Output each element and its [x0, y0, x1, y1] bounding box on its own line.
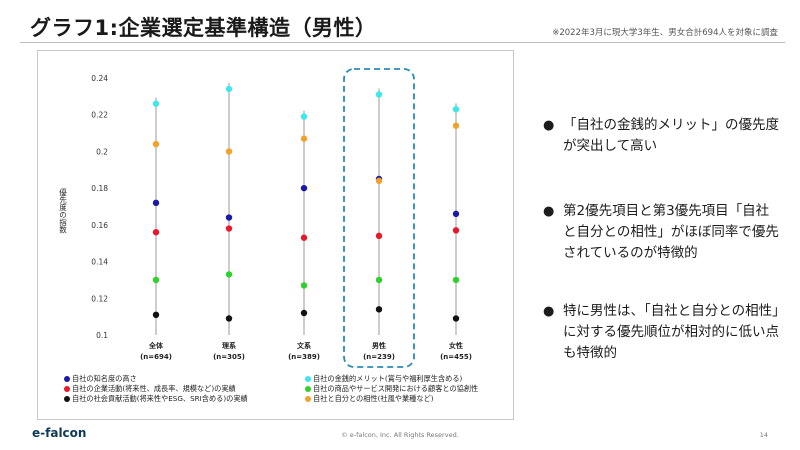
data-point — [300, 309, 308, 317]
x-category-count: (n=305) — [213, 353, 245, 361]
data-point — [375, 306, 383, 313]
brand-logo: e-falcon — [32, 426, 87, 440]
x-category-label: 男性 — [372, 341, 386, 350]
x-category-label: 文系 — [297, 341, 311, 350]
data-point — [300, 184, 308, 192]
copyright-text: © e-falcon, Inc. All Rights Reserved. — [341, 431, 459, 439]
highlight-frame — [343, 68, 415, 368]
data-point — [152, 100, 160, 107]
data-point — [300, 234, 308, 241]
y-tick-label: 0.24 — [91, 74, 108, 83]
legend-marker — [64, 395, 70, 402]
data-point — [225, 148, 233, 155]
legend-item: 自社の商品やサービス開発における顧客との協創性 — [305, 383, 478, 394]
legend-item: 自社の社会貢献活動(将来性やESG、SRI含める)の実績 — [64, 393, 248, 404]
legend-marker — [64, 375, 70, 382]
page-title: グラフ1:企業選定基準構造（男性） — [30, 16, 377, 40]
data-point — [300, 113, 308, 120]
data-point — [452, 122, 460, 129]
legend-label: 自社と自分との相性(社風や業種など) — [313, 394, 434, 403]
bullet-dot-icon: ● — [543, 118, 555, 133]
data-point — [375, 177, 383, 184]
y-axis-label: 優先度の指数 — [58, 187, 67, 235]
data-point — [225, 225, 233, 232]
x-category-count: (n=694) — [140, 353, 172, 361]
bullet-dot-icon: ● — [543, 204, 555, 219]
data-point — [452, 315, 460, 322]
finding-text: 特に男性は、「自社と自分との相性」に対する優先順位が相対的に低い点も特徴的 — [563, 303, 779, 361]
legend-label: 自社の商品やサービス開発における顧客との協創性 — [313, 384, 479, 393]
x-category-count: (n=455) — [440, 353, 472, 361]
y-tick-label: 0.18 — [91, 184, 108, 193]
bullet-dot-icon: ● — [543, 304, 555, 319]
finding-text: 「自社の金銭的メリット」の優先度が突出して高い — [563, 117, 779, 154]
x-category-count: (n=389) — [288, 353, 320, 361]
data-point — [300, 135, 308, 142]
y-tick-label: 0.2 — [96, 147, 108, 156]
data-point — [452, 106, 460, 113]
data-point — [225, 315, 233, 322]
legend-label: 自社の企業活動(将来性、成長率、規模など)の実績 — [72, 384, 236, 393]
y-tick-label: 0.14 — [91, 258, 108, 267]
x-category-label: 全体 — [148, 341, 164, 350]
y-tick-label: 0.16 — [91, 221, 108, 230]
data-point — [152, 311, 160, 319]
y-tick-label: 0.22 — [91, 111, 108, 120]
data-point — [152, 140, 160, 148]
data-point — [152, 229, 160, 236]
survey-note: ※2022年3月に現大学3年生、男女合計694人を対象に調査 — [552, 28, 778, 38]
x-category-label: 女性 — [449, 341, 463, 350]
legend-marker — [305, 375, 311, 382]
legend-label: 自社の知名度の高さ — [72, 374, 137, 383]
x-category-count: (n=239) — [363, 353, 395, 361]
data-point — [225, 214, 233, 221]
legend-marker — [305, 395, 311, 402]
legend-item: 自社と自分との相性(社風や業種など) — [305, 393, 434, 404]
data-point — [375, 276, 383, 284]
finding-text: 第2優先項目と第3優先項目「自社と自分との相性」がほぼ同率で優先されているのが特… — [563, 203, 779, 261]
data-point — [452, 210, 460, 218]
legend-marker — [64, 385, 70, 392]
legend-label: 自社の社会貢献活動(将来性やESG、SRI含める)の実績 — [72, 394, 248, 403]
x-category-label: 理系 — [222, 341, 236, 350]
data-point — [152, 199, 160, 207]
data-point — [152, 276, 160, 284]
legend-label: 自社の金銭的メリット(賞与や福利厚生含める) — [313, 374, 463, 383]
legend-item: 自社の知名度の高さ — [64, 373, 137, 384]
data-point — [452, 227, 460, 234]
data-point — [375, 91, 383, 98]
legend-item: 自社の企業活動(将来性、成長率、規模など)の実績 — [64, 383, 236, 394]
data-point — [375, 232, 383, 240]
y-tick-label: 0.1 — [96, 331, 108, 340]
header-divider — [20, 42, 785, 43]
legend-marker — [305, 385, 311, 392]
data-point — [225, 271, 233, 278]
data-point — [225, 85, 233, 93]
legend-item: 自社の金銭的メリット(賞与や福利厚生含める) — [305, 373, 462, 384]
page-number: 14 — [759, 431, 768, 439]
chart-panel: 0.1 0.12 0.14 0.16 0.18 0.2 0.22 0.24 優先度の指数全体 (n… — [37, 50, 514, 420]
y-tick-label: 0.12 — [91, 294, 108, 303]
data-point — [300, 282, 308, 289]
data-point — [452, 276, 460, 284]
